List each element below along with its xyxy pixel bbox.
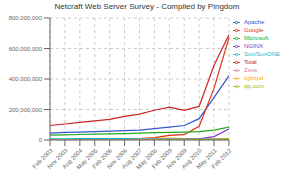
svg-text:Nov 2009: Nov 2009 — [165, 147, 188, 170]
html-text:NGINX: NGINX — [244, 43, 263, 49]
html-text:Google: Google — [244, 27, 264, 33]
html-text:Sun/SunONE: Sun/SunONE — [244, 51, 280, 57]
svg-text:0: 0 — [39, 137, 43, 143]
html-text:qq.com: qq.com — [244, 83, 264, 89]
svg-text:Aug 2007: Aug 2007 — [120, 147, 144, 170]
svg-text:Aug 2004: Aug 2004 — [61, 147, 84, 170]
svg-text:Nov 2003: Nov 2003 — [46, 147, 69, 170]
html-text:Netcraft Web Server Survey - C: Netcraft Web Server Survey - Compiled by… — [54, 2, 240, 11]
html-text:lighttpd: lighttpd — [244, 75, 264, 81]
svg-text:400,000,000: 400,000,000 — [9, 76, 43, 82]
svg-text:May 2011: May 2011 — [195, 147, 218, 170]
svg-text:Feb 2003: Feb 2003 — [31, 147, 54, 170]
svg-text:Feb 2006: Feb 2006 — [91, 147, 114, 170]
svg-text:Feb 2009: Feb 2009 — [150, 147, 173, 170]
svg-text:800,000,000: 800,000,000 — [9, 15, 43, 21]
svg-text:200,000,000: 200,000,000 — [9, 107, 43, 113]
html-text:Apache: Apache — [244, 19, 265, 25]
svg-text:May 2005: May 2005 — [75, 147, 99, 171]
html-text:Microsoft: Microsoft — [244, 35, 269, 41]
svg-text:Nov 2006: Nov 2006 — [105, 147, 129, 170]
svg-text:Aug 2010: Aug 2010 — [180, 147, 203, 170]
svg-text:May 2008: May 2008 — [135, 147, 159, 171]
html-text:Total: Total — [244, 59, 257, 65]
html-text:Zeus: Zeus — [244, 67, 258, 73]
svg-text:Feb 2012: Feb 2012 — [211, 147, 234, 170]
svg-text:600,000,000: 600,000,000 — [9, 46, 43, 52]
